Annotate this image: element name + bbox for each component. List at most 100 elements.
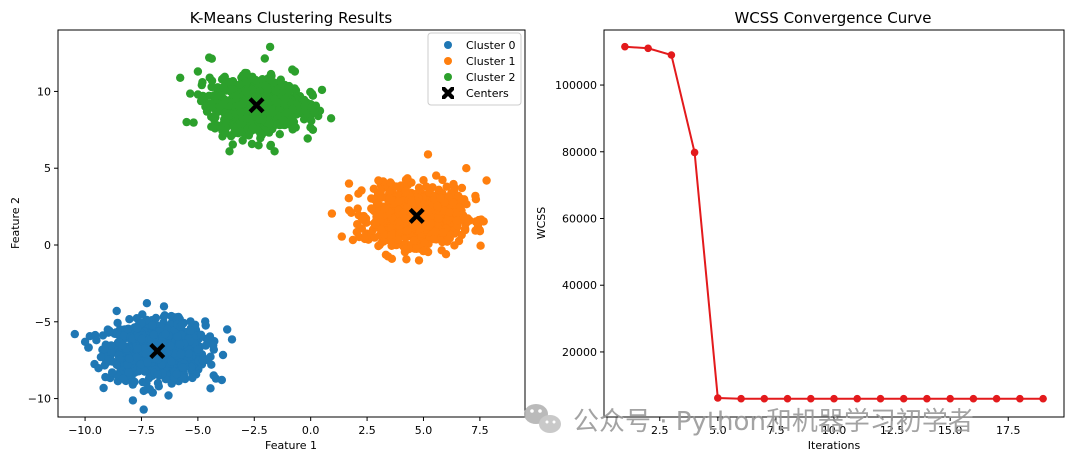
scatter-point (112, 360, 122, 370)
scatter-point (99, 344, 109, 354)
scatter-point (449, 179, 458, 189)
axis-ticks: 2.5 5.0 7.5 10.0 12.5 15.0 17.5 20000 40000 60000… (555, 79, 1020, 437)
scatter-point (142, 299, 152, 308)
y-tick-label: 20000 (562, 346, 597, 359)
scatter-point (372, 199, 382, 208)
cluster-center (248, 97, 265, 114)
y-tick-label: 60000 (562, 212, 597, 225)
scatter-point (317, 85, 327, 95)
scatter-point (369, 184, 378, 193)
scatter-point (419, 246, 428, 256)
x-tick-label: 2.5 (358, 424, 376, 437)
scatter-point (386, 178, 395, 187)
scatter-point (178, 373, 187, 382)
watermark-text: 公众号 · Python和机器学习初学者 (573, 407, 974, 437)
scatter-point (409, 236, 419, 245)
scatter-point (270, 94, 279, 104)
scatter-point (265, 119, 274, 128)
scatter-point (371, 216, 381, 226)
legend-marker-cluster-0 (444, 41, 452, 49)
scatter-point (258, 115, 268, 124)
scatter-point (193, 67, 203, 76)
scatter-point (416, 224, 425, 233)
scatter-point (193, 345, 203, 354)
scatter-point (136, 360, 146, 369)
scatter-point (353, 204, 362, 213)
scatter-point (99, 383, 108, 393)
scatter-point (207, 82, 216, 92)
scatter-point (377, 193, 386, 202)
scatter-point (471, 191, 480, 201)
data-point (807, 394, 815, 403)
scatter-point (403, 226, 412, 235)
scatter-point (198, 356, 208, 365)
scatter-point (227, 335, 237, 344)
y-tick-label: 10 (37, 85, 51, 98)
scatter-point (442, 182, 451, 191)
scatter-point (344, 194, 353, 203)
scatter-point (337, 232, 346, 241)
scatter-point (261, 81, 270, 91)
scatter-point (113, 318, 122, 328)
scatter-point (176, 349, 186, 359)
scatter-point (123, 324, 132, 334)
data-point (644, 44, 652, 53)
scatter-point (300, 95, 309, 105)
legend-marker-cluster-1 (444, 57, 452, 65)
scatter-point (193, 90, 203, 99)
scatter-point (125, 315, 134, 324)
scatter-point (367, 204, 376, 213)
scatter-point (216, 122, 225, 131)
y-tick-label: −5 (35, 316, 51, 329)
scatter-point (376, 187, 385, 196)
scatter-point (98, 331, 108, 340)
data-point (690, 148, 699, 157)
y-axis-label: WCSS (535, 207, 548, 240)
scatter-point (290, 67, 300, 76)
scatter-point (457, 194, 466, 204)
data-point (853, 394, 861, 403)
x-tick-label: 0.0 (302, 424, 320, 437)
scatter-point (392, 182, 401, 191)
scatter-point (219, 83, 228, 92)
wechat-icon (524, 404, 561, 433)
scatter-point (173, 332, 182, 341)
x-tick-label: −10.0 (68, 424, 102, 437)
data-point (969, 394, 978, 403)
scatter-point (258, 75, 267, 84)
scatter-point (402, 203, 412, 212)
scatter-point (225, 147, 234, 156)
scatter-point (438, 228, 448, 237)
data-point (876, 394, 885, 403)
scatter-point (242, 68, 251, 78)
scatter-point (260, 54, 269, 63)
x-tick-label: 2.5 (651, 424, 669, 437)
chart-title: K-Means Clustering Results (190, 9, 393, 27)
scatter-point (419, 176, 428, 185)
scatter-point (460, 214, 470, 223)
x-tick-label: 7.5 (471, 424, 489, 437)
scatter-point (164, 391, 173, 400)
scatter-point (198, 78, 207, 87)
scatter-point (370, 233, 379, 242)
scatter-point (327, 209, 337, 218)
x-tick-label: 15.0 (938, 424, 963, 437)
scatter-point (247, 139, 257, 149)
scatter-point (154, 382, 163, 391)
x-tick-label: −7.5 (128, 424, 155, 437)
scatter-point (128, 396, 138, 405)
chart-title: WCSS Convergence Curve (734, 9, 931, 27)
scatter-point (449, 198, 458, 207)
scatter-point (176, 73, 185, 83)
scatter-point (275, 130, 284, 139)
scatter-point (124, 368, 133, 377)
scatter-point (210, 92, 220, 101)
scatter-point (159, 302, 169, 311)
scatter-point (452, 216, 461, 226)
scatter-point (247, 74, 256, 83)
scatter-point (288, 105, 297, 114)
scatter-point (348, 235, 358, 245)
scatter-point (326, 114, 336, 123)
scatter-point (433, 201, 442, 211)
scatter-point (142, 379, 151, 388)
